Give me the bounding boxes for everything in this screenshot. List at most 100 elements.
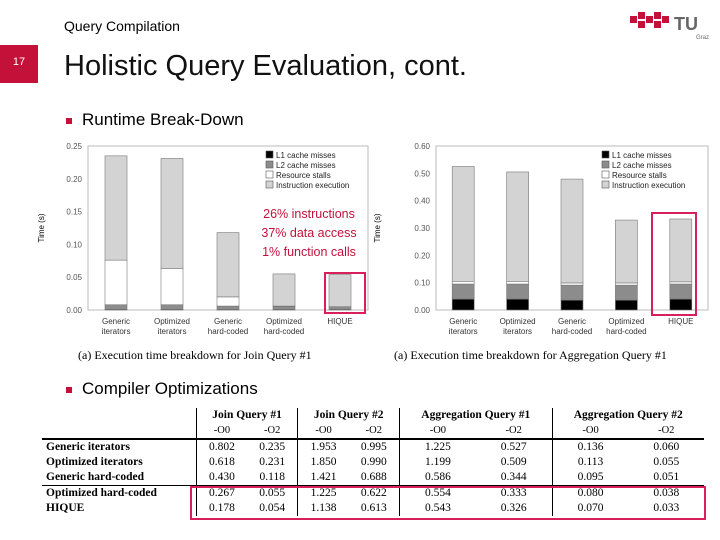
table-cell: 1.850 bbox=[297, 455, 349, 470]
table-cell: 0.688 bbox=[360, 471, 387, 483]
x-tick-label: Generic bbox=[558, 317, 586, 326]
optimized-rows-highlight-box bbox=[190, 486, 706, 520]
page-title: Holistic Query Evaluation, cont. bbox=[64, 50, 467, 82]
x-tick-label: HIQUE bbox=[327, 317, 352, 326]
x-tick-label: hard-coded bbox=[606, 327, 646, 336]
table-cell: 1.953 bbox=[297, 438, 349, 455]
bar-segment bbox=[506, 171, 529, 282]
bar-segment bbox=[615, 219, 638, 284]
table-cell: 0.618 bbox=[195, 455, 248, 470]
x-tick-label: Optimized bbox=[266, 317, 302, 326]
table-cell: 1.225 bbox=[297, 485, 349, 501]
table-row: Generic iterators 0.802 0.235 1.953 0.995 1.2… bbox=[42, 438, 704, 455]
table-cell: 0.622 bbox=[348, 485, 400, 501]
x-tick-label: hard-coded bbox=[208, 327, 248, 336]
legend-swatch bbox=[601, 160, 610, 169]
x-tick-label: iterators bbox=[158, 327, 187, 336]
bar-segment bbox=[506, 281, 529, 285]
table-corner bbox=[42, 408, 196, 423]
y-axis-label: Time (s) bbox=[38, 213, 46, 242]
legend-label: Instruction execution bbox=[612, 181, 685, 190]
table-cell: 0.136 bbox=[551, 438, 629, 455]
x-tick-label: iterators bbox=[449, 327, 478, 336]
bullet-compiler-optimizations: Compiler Optimizations bbox=[66, 379, 258, 399]
bar-segment bbox=[560, 299, 584, 311]
x-tick-label: Generic bbox=[449, 317, 477, 326]
table-cell: 0.995 bbox=[348, 438, 400, 455]
bar-segment bbox=[104, 155, 128, 261]
bar-segment bbox=[615, 299, 638, 311]
bar-segment bbox=[451, 281, 475, 285]
bar-segment bbox=[451, 166, 475, 282]
legend-label: L2 cache misses bbox=[612, 161, 672, 170]
y-tick-label: 0.50 bbox=[414, 169, 430, 178]
legend-swatch bbox=[265, 150, 274, 159]
bar-segment bbox=[216, 305, 240, 310]
y-tick-label: 0.05 bbox=[66, 273, 82, 282]
breakdown-annotation: 26% instructions 37% data access 1% func… bbox=[249, 205, 369, 262]
legend-swatch bbox=[601, 150, 610, 159]
bar-segment bbox=[615, 284, 638, 301]
annotation-function-calls: 1% function calls bbox=[262, 245, 356, 259]
legend-swatch bbox=[601, 170, 610, 179]
y-tick-label: 0.20 bbox=[66, 175, 82, 184]
table-cell: 0.509 bbox=[500, 456, 527, 468]
table-cell: 0.344 bbox=[500, 471, 527, 483]
table-cell: 0.554 bbox=[399, 485, 476, 501]
row-label: Generic hard-coded bbox=[46, 471, 145, 483]
hique-highlight-box-aggregation bbox=[651, 212, 697, 316]
table-group-header: Join Query #1 bbox=[195, 408, 298, 423]
table-cell: 0.178 bbox=[195, 501, 248, 516]
x-tick-label: iterators bbox=[102, 327, 131, 336]
legend-label: L2 cache misses bbox=[276, 161, 336, 170]
bar-segment bbox=[160, 158, 184, 269]
table-cell: 0.038 bbox=[628, 485, 704, 501]
table-group-header: Join Query #2 bbox=[297, 408, 400, 423]
bar-segment bbox=[451, 283, 475, 300]
slide-number: 17 bbox=[0, 45, 38, 83]
table-cell: 1.225 bbox=[399, 438, 476, 455]
table-subheader: -O2 bbox=[658, 425, 675, 436]
bar-segment bbox=[160, 268, 184, 306]
table-cell: 0.527 bbox=[475, 438, 553, 455]
legend-swatch bbox=[601, 180, 610, 189]
chart-caption-join: (a) Execution time breakdown for Join Qu… bbox=[78, 348, 312, 362]
y-tick-label: 0.20 bbox=[414, 251, 430, 260]
table-group-header: Aggregation Query #1 bbox=[399, 408, 553, 423]
legend-label: Resource stalls bbox=[276, 171, 331, 180]
x-tick-label: Optimized bbox=[154, 317, 190, 326]
y-tick-label: 0.10 bbox=[414, 279, 430, 288]
table-cell: 0.613 bbox=[360, 502, 387, 514]
table-cell: 0.113 bbox=[551, 455, 629, 470]
x-tick-label: hard-coded bbox=[264, 327, 304, 336]
bar-segment bbox=[506, 283, 529, 300]
table-cell: 0.080 bbox=[551, 485, 629, 501]
table-cell: 0.430 bbox=[195, 470, 248, 486]
table-cell: 0.118 bbox=[259, 471, 285, 483]
table-cell: 0.060 bbox=[628, 438, 704, 455]
table-subheader: -O0 bbox=[551, 423, 629, 439]
x-tick-label: Optimized bbox=[500, 317, 536, 326]
y-tick-label: 0.10 bbox=[66, 240, 82, 249]
table-row: HIQUE 0.178 0.054 1.138 0.613 0.543 0.326 0.070… bbox=[42, 501, 704, 516]
legend-label: L1 cache misses bbox=[276, 151, 336, 160]
bar-segment bbox=[272, 306, 296, 310]
optimization-table: Join Query #1 Join Query #2 Aggregation … bbox=[42, 408, 704, 520]
table-subheader: -O2 bbox=[505, 425, 522, 436]
table-row: Optimized iterators 0.618 0.231 1.850 0.990 1… bbox=[42, 455, 704, 470]
x-tick-label: Generic bbox=[102, 317, 130, 326]
table-subheader: -O2 bbox=[264, 425, 281, 436]
y-tick-label: 0.40 bbox=[414, 197, 430, 206]
aggregation-query-1-chart: 0.00 0.10 0.20 0.30 0.40 0.50 0.60 Time (s) Gene… bbox=[373, 142, 709, 336]
y-axis-label: Time (s) bbox=[373, 213, 382, 242]
table-cell: 0.231 bbox=[259, 456, 286, 468]
bar-segment bbox=[615, 282, 638, 286]
table-cell: 0.802 bbox=[195, 438, 248, 455]
x-tick-label: HIQUE bbox=[668, 317, 693, 326]
bar-segment bbox=[328, 274, 352, 308]
bar-segment bbox=[216, 232, 240, 298]
table-cell: 0.990 bbox=[360, 456, 387, 468]
table-cell: 0.055 bbox=[653, 456, 680, 468]
table-subheader: -O2 bbox=[365, 425, 383, 436]
